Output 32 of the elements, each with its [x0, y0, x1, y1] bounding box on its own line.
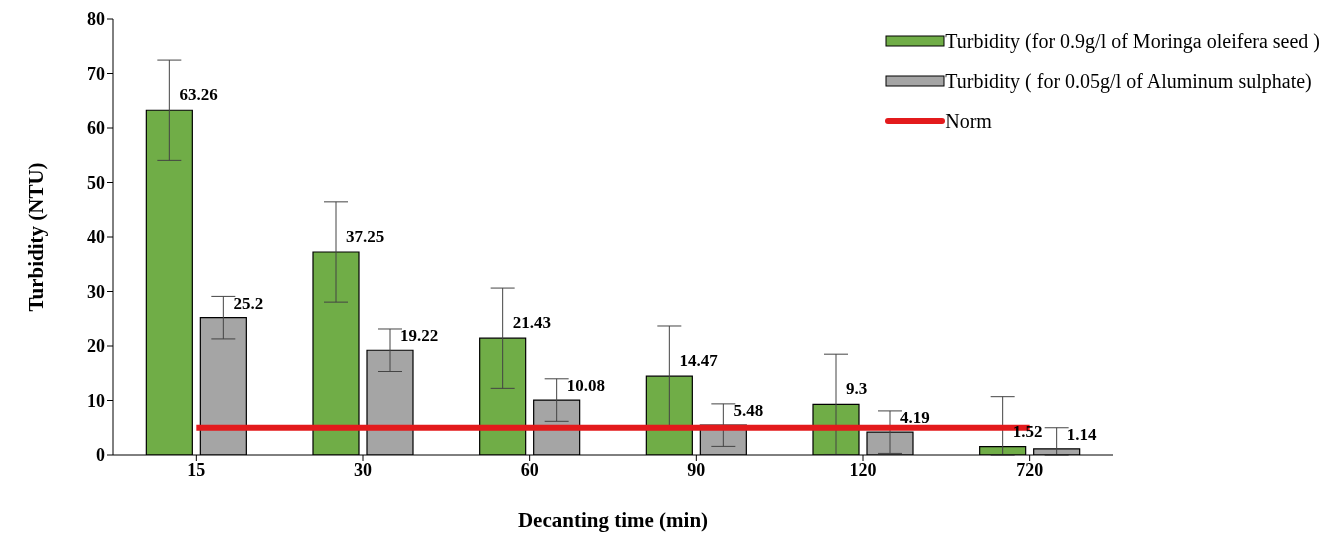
y-tick-label: 10	[87, 390, 105, 411]
data-label: 1.52	[1012, 421, 1043, 441]
data-label: 19.22	[400, 326, 439, 346]
x-axis-title: Decanting time (min)	[517, 508, 709, 532]
x-tick-label: 90	[687, 459, 706, 480]
legend-label: Norm	[945, 109, 992, 133]
y-axis-title: Turbidity (NTU)	[24, 162, 49, 312]
data-label: 5.48	[733, 401, 764, 421]
y-tick-label: 70	[87, 63, 105, 84]
y-tick-label: 60	[87, 118, 105, 139]
legend-label: Turbidity ( for 0.05g/l of Aluminum sulphate)	[945, 69, 1312, 93]
data-label: 10.08	[566, 376, 606, 396]
y-tick-label: 40	[87, 227, 105, 248]
data-label: 1.14	[1066, 424, 1098, 444]
x-tick-label: 30	[354, 459, 372, 480]
y-tick-label: 0	[96, 445, 105, 466]
data-label: 21.43	[512, 313, 552, 333]
data-label: 37.25	[346, 226, 385, 246]
x-tick-label: 15	[187, 459, 206, 480]
data-label: 14.47	[679, 351, 719, 371]
y-tick-label: 80	[87, 9, 105, 30]
data-label: 25.2	[233, 293, 264, 313]
data-label: 63.26	[179, 85, 218, 105]
data-label: 9.3	[846, 379, 868, 399]
legend-label: Turbidity (for 0.9g/l of Moringa oleifera seed )	[945, 29, 1320, 53]
y-tick-label: 50	[87, 172, 105, 193]
x-tick-label: 60	[520, 459, 539, 480]
data-label: 4.19	[900, 408, 930, 428]
y-tick-label: 20	[87, 336, 105, 357]
y-tick-label: 30	[87, 281, 105, 302]
x-tick-label: 720	[1016, 459, 1044, 480]
x-tick-label: 120	[849, 459, 877, 480]
